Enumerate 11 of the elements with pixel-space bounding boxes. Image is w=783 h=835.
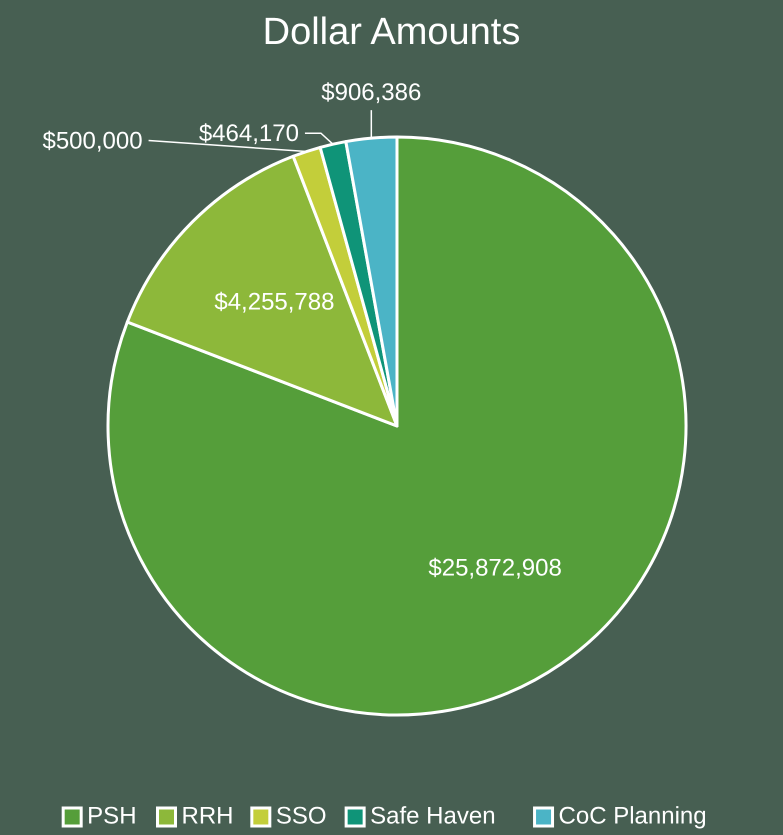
legend-label: Safe Haven — [370, 802, 496, 830]
data-label: $906,386 — [321, 79, 422, 106]
data-label: $464,170 — [198, 120, 299, 148]
data-label: $25,872,908 — [428, 554, 562, 582]
legend-label: RRH — [182, 802, 234, 830]
legend-label: SSO — [276, 802, 327, 830]
legend-label: PSH — [87, 802, 137, 830]
data-label: $4,255,788 — [214, 288, 334, 316]
data-label: $500,000 — [42, 128, 143, 155]
chart-title: Dollar Amounts — [262, 11, 520, 53]
legend-label: CoC Planning — [558, 802, 707, 830]
